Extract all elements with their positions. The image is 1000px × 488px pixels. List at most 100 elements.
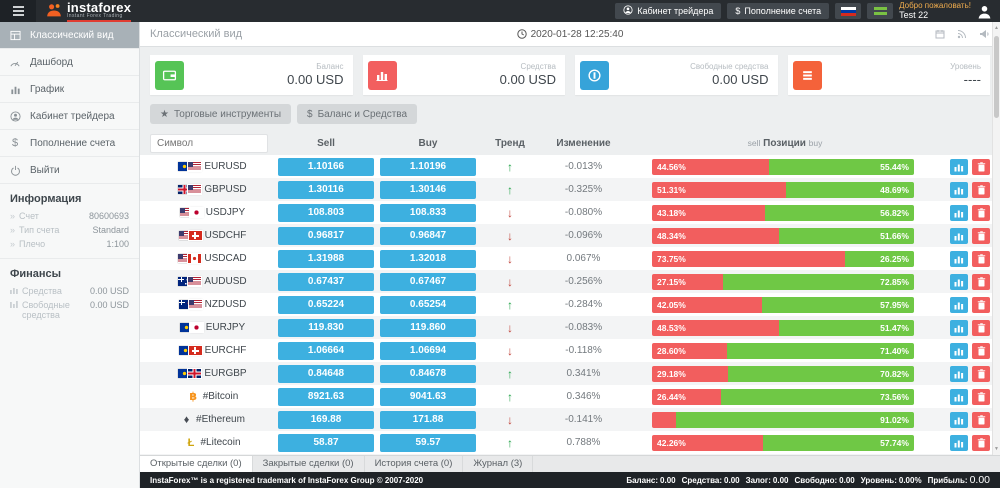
- deposit-button[interactable]: $ Пополнение счета: [727, 3, 830, 19]
- delete-button[interactable]: [972, 319, 990, 336]
- chart-button[interactable]: [950, 296, 968, 313]
- sell-price-button[interactable]: 169.88: [278, 410, 374, 429]
- toolbar: ★ Торговые инструменты $ Баланс и Средст…: [150, 104, 990, 124]
- balance-funds-button[interactable]: $ Баланс и Средства: [297, 104, 418, 124]
- buy-price-button[interactable]: 1.10196: [380, 157, 476, 176]
- scroll-down-arrow[interactable]: ▼: [994, 446, 999, 452]
- buy-price-button[interactable]: 108.833: [380, 203, 476, 222]
- symbol-cell[interactable]: USDJPY: [150, 207, 275, 218]
- symbol-cell[interactable]: ♦ #Ethereum: [150, 414, 275, 426]
- buy-price-button[interactable]: 1.30146: [380, 180, 476, 199]
- finance-section-title: Финансы: [10, 268, 62, 280]
- chart-button[interactable]: [950, 388, 968, 405]
- positions-sell-segment: 48.34%: [652, 227, 779, 244]
- positions-bar: 43.18% 56.82%: [652, 204, 914, 221]
- sidebar-item-deposit[interactable]: $ Пополнение счета: [0, 130, 139, 157]
- symbol-cell[interactable]: USDCAD: [150, 253, 275, 264]
- delete-button[interactable]: [972, 296, 990, 313]
- positions-bar: 51.31% 48.69%: [652, 181, 914, 198]
- delete-button[interactable]: [972, 273, 990, 290]
- buy-price-button[interactable]: 0.65254: [380, 295, 476, 314]
- sell-price-button[interactable]: 8921.63: [278, 387, 374, 406]
- symbol-cell[interactable]: GBPUSD: [150, 184, 275, 195]
- sidebar-item-trader-cabinet[interactable]: Кабинет трейдера: [0, 103, 139, 130]
- chart-button[interactable]: [950, 273, 968, 290]
- symbol-cell[interactable]: NZDUSD: [150, 299, 275, 310]
- buy-price-button[interactable]: 9041.63: [380, 387, 476, 406]
- scroll-up-arrow[interactable]: ▲: [994, 25, 999, 31]
- chart-button[interactable]: [950, 158, 968, 175]
- tab-journal[interactable]: Журнал (3): [463, 456, 534, 472]
- symbol-cell[interactable]: Ł #Litecoin: [150, 437, 275, 449]
- buy-price-button[interactable]: 1.06694: [380, 341, 476, 360]
- symbol-label: GBPUSD: [204, 184, 247, 195]
- sell-price-button[interactable]: 108.803: [278, 203, 374, 222]
- trading-instruments-button[interactable]: ★ Торговые инструменты: [150, 104, 291, 124]
- sell-price-button[interactable]: 0.65224: [278, 295, 374, 314]
- dollar-icon: $: [307, 108, 313, 120]
- chart-button[interactable]: [950, 181, 968, 198]
- chart-button[interactable]: [950, 227, 968, 244]
- delete-button[interactable]: [972, 204, 990, 221]
- buy-price-button[interactable]: 1.32018: [380, 249, 476, 268]
- buy-price-button[interactable]: 0.67467: [380, 272, 476, 291]
- symbol-search-input[interactable]: [150, 133, 268, 153]
- chart-button[interactable]: [950, 411, 968, 428]
- buy-price-button[interactable]: 0.96847: [380, 226, 476, 245]
- symbol-cell[interactable]: USDCHF: [150, 230, 275, 241]
- symbol-cell[interactable]: AUDUSD: [150, 276, 275, 287]
- rss-icon[interactable]: [957, 29, 967, 39]
- sidebar-item-classic-view[interactable]: Классический вид: [0, 22, 139, 49]
- chart-button[interactable]: [950, 434, 968, 451]
- chart-button[interactable]: [950, 319, 968, 336]
- delete-button[interactable]: [972, 250, 990, 267]
- symbol-cell[interactable]: EURGBP: [150, 368, 275, 379]
- delete-button[interactable]: [972, 181, 990, 198]
- calendar-icon[interactable]: [935, 29, 945, 39]
- sidebar-item-chart[interactable]: График: [0, 76, 139, 103]
- tab-closed-trades[interactable]: Закрытые сделки (0): [253, 456, 365, 472]
- chart-button[interactable]: [950, 204, 968, 221]
- sell-price-button[interactable]: 0.96817: [278, 226, 374, 245]
- symbol-cell[interactable]: EURCHF: [150, 345, 275, 356]
- menu-toggle-button[interactable]: [0, 0, 36, 22]
- trader-cabinet-button[interactable]: Кабинет трейдера: [615, 3, 722, 19]
- sell-price-button[interactable]: 1.06664: [278, 341, 374, 360]
- sidebar-item-logout[interactable]: Выйти: [0, 157, 139, 184]
- language-flag-ru-button[interactable]: [835, 3, 862, 19]
- buy-price-button[interactable]: 119.860: [380, 318, 476, 337]
- symbol-cell[interactable]: EURJPY: [150, 322, 275, 333]
- brand-name: instaforex: [67, 0, 132, 15]
- chart-button[interactable]: [950, 342, 968, 359]
- delete-button[interactable]: [972, 158, 990, 175]
- scrollbar-thumb[interactable]: [994, 36, 999, 118]
- sell-price-button[interactable]: 0.67437: [278, 272, 374, 291]
- delete-button[interactable]: [972, 411, 990, 428]
- sidebar-item-dashboard[interactable]: Дашборд: [0, 49, 139, 76]
- sell-price-button[interactable]: 1.31988: [278, 249, 374, 268]
- sell-price-button[interactable]: 0.84648: [278, 364, 374, 383]
- chart-button[interactable]: [950, 365, 968, 382]
- avatar[interactable]: [977, 4, 992, 19]
- symbol-cell[interactable]: EURUSD: [150, 161, 275, 172]
- buy-price-button[interactable]: 0.84678: [380, 364, 476, 383]
- megaphone-icon[interactable]: [979, 29, 990, 39]
- chart-button[interactable]: [950, 250, 968, 267]
- delete-button[interactable]: [972, 227, 990, 244]
- tab-open-trades[interactable]: Открытые сделки (0): [140, 456, 253, 472]
- delete-button[interactable]: [972, 388, 990, 405]
- buy-price-button[interactable]: 171.88: [380, 410, 476, 429]
- buy-price-button[interactable]: 59.57: [380, 433, 476, 452]
- sell-price-button[interactable]: 58.87: [278, 433, 374, 452]
- tab-account-history[interactable]: История счета (0): [365, 456, 464, 472]
- symbol-cell[interactable]: ฿ #Bitcoin: [150, 390, 275, 403]
- sell-price-button[interactable]: 1.30116: [278, 180, 374, 199]
- footer-balance: 0.00: [660, 475, 676, 485]
- vertical-scrollbar[interactable]: ▲ ▼: [992, 22, 1000, 455]
- delete-button[interactable]: [972, 342, 990, 359]
- sell-price-button[interactable]: 1.10166: [278, 157, 374, 176]
- delete-button[interactable]: [972, 434, 990, 451]
- delete-button[interactable]: [972, 365, 990, 382]
- sell-price-button[interactable]: 119.830: [278, 318, 374, 337]
- language-flag-secondary-button[interactable]: [867, 3, 894, 19]
